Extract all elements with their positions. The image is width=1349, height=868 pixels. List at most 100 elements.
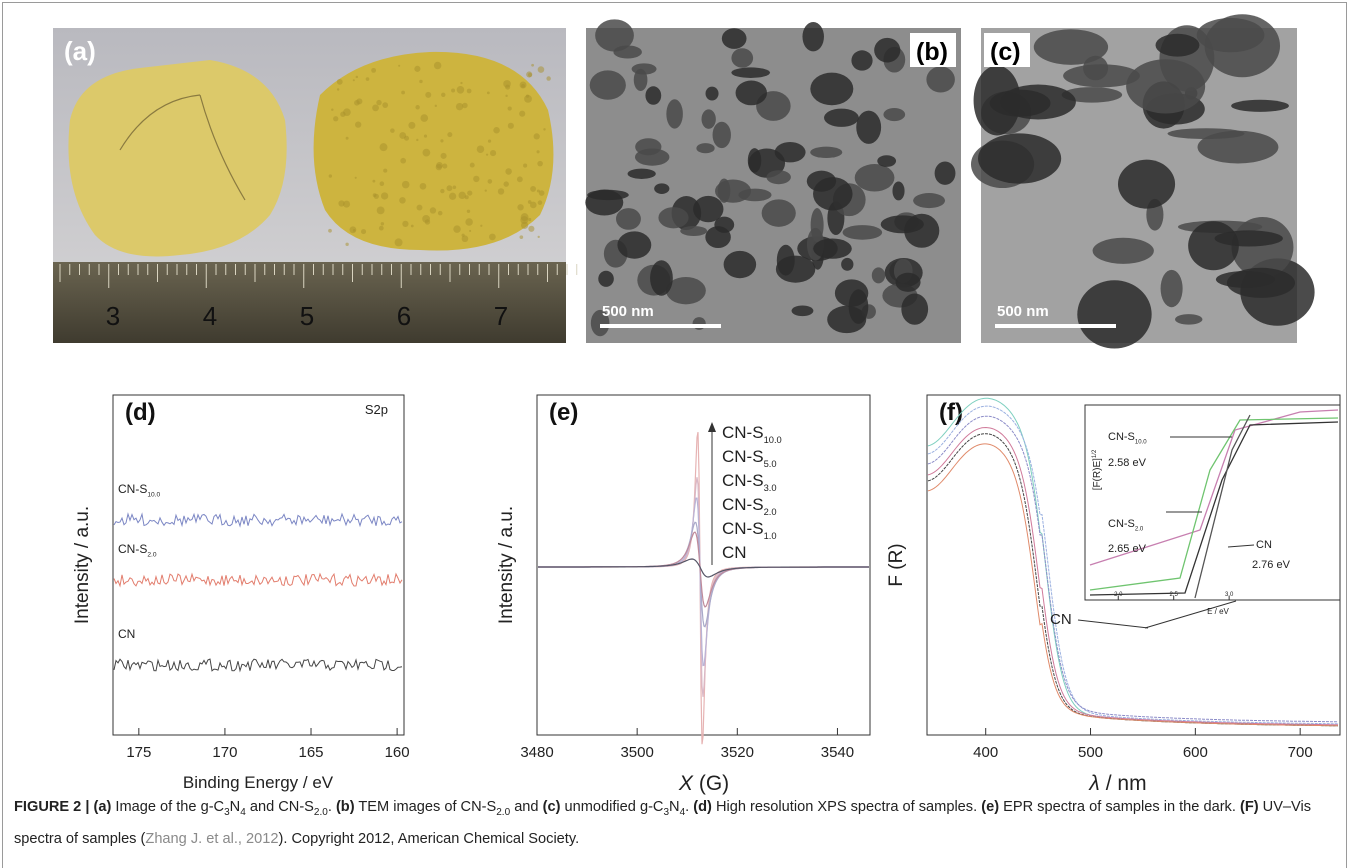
series-label-base: CN-S (118, 482, 147, 496)
legend-entry: CN-S1.0 (722, 519, 777, 541)
panel-label: (a) (64, 36, 96, 66)
x-axis-unit: / nm (1106, 772, 1147, 795)
particle (1077, 280, 1151, 348)
x-tick-label: 160 (385, 744, 410, 761)
texture (438, 211, 443, 216)
particle (978, 133, 1061, 183)
particle (713, 122, 731, 148)
texture (460, 82, 462, 84)
particle (1093, 238, 1154, 264)
texture (486, 154, 488, 156)
particle (1175, 314, 1202, 325)
spectrum-curve (114, 574, 402, 586)
particle (598, 271, 614, 287)
particle (856, 111, 881, 144)
panel-tag: S2p (365, 402, 388, 417)
inset-annotation-value: 2.76 eV (1252, 559, 1291, 571)
texture (328, 229, 332, 233)
texture (503, 80, 511, 88)
caption-b: (a) (94, 799, 112, 815)
inset-annotation-value: 2.65 eV (1108, 543, 1147, 555)
caption-text: . (328, 799, 336, 815)
texture (372, 180, 375, 183)
texture (462, 235, 469, 242)
texture (337, 79, 343, 85)
legend-entry-sub: 3.0 (764, 483, 777, 493)
legend-entry-base: CN-S (722, 471, 764, 490)
texture (424, 135, 427, 138)
particle (613, 45, 642, 58)
series-label: CN-S2.0 (118, 542, 157, 559)
x-tick-label: 500 (1078, 744, 1103, 761)
x-tick-label: 165 (299, 744, 324, 761)
spectrum-curve (538, 559, 869, 577)
particle (811, 208, 824, 242)
caption-b: (e) (981, 799, 999, 815)
sample-left (68, 60, 286, 256)
ruler-number: 7 (494, 301, 508, 331)
texture (333, 116, 338, 121)
texture (470, 163, 475, 168)
particle (738, 189, 771, 202)
particle (706, 87, 719, 101)
spectrum-curve (538, 532, 869, 607)
x-tick-label: 700 (1288, 744, 1313, 761)
x-axis-label: X(G) (678, 772, 729, 795)
particle (926, 66, 955, 92)
particle (617, 231, 651, 258)
texture (467, 210, 470, 213)
ruler-number: 3 (106, 301, 120, 331)
ruler-number: 4 (203, 301, 217, 331)
texture (383, 169, 387, 173)
particle (1231, 100, 1289, 112)
texture (523, 164, 527, 168)
inset-annotation-value: 2.58 eV (1108, 457, 1147, 469)
texture (477, 145, 485, 153)
texture (402, 221, 408, 227)
texture (462, 103, 467, 108)
particle (696, 143, 714, 153)
texture (425, 219, 430, 224)
caption-text: TEM images of CN-S (355, 799, 497, 815)
x-axis-label: Binding Energy / eV (183, 773, 334, 792)
texture (521, 84, 525, 88)
texture (411, 225, 414, 228)
texture (467, 190, 472, 195)
texture (530, 202, 537, 209)
caption-b: (d) (693, 799, 712, 815)
particle (824, 109, 859, 127)
caption-text: and (510, 799, 542, 815)
particle (901, 293, 928, 324)
caption-link[interactable]: Zhang J. et al., 2012 (145, 831, 278, 847)
texture (420, 183, 427, 190)
texture (537, 150, 540, 153)
scale-bar-label: 500 nm (997, 303, 1049, 320)
texture (381, 222, 384, 225)
particle (650, 260, 673, 295)
texture (469, 230, 471, 232)
texture (355, 177, 357, 179)
texture (395, 238, 403, 246)
particle (645, 86, 661, 105)
particle (718, 179, 730, 203)
x-tick-label: 170 (212, 744, 237, 761)
spectrum-curve (114, 514, 402, 526)
spectrum-curve (114, 659, 402, 671)
texture (538, 200, 543, 205)
texture (350, 226, 357, 233)
particle (810, 147, 842, 158)
plot-frame (537, 395, 870, 735)
texture (425, 92, 431, 98)
y-axis-label: F (R) (886, 543, 907, 586)
texture (488, 139, 491, 142)
texture (402, 181, 410, 189)
texture (420, 114, 428, 122)
sample-right (314, 52, 554, 251)
texture (390, 128, 395, 133)
texture (353, 79, 355, 81)
series-label: CN-S10.0 (118, 482, 161, 499)
texture (414, 66, 420, 72)
texture (538, 236, 540, 238)
caption-text: Image of the g-C (111, 799, 224, 815)
spectrum-curve (538, 477, 869, 697)
